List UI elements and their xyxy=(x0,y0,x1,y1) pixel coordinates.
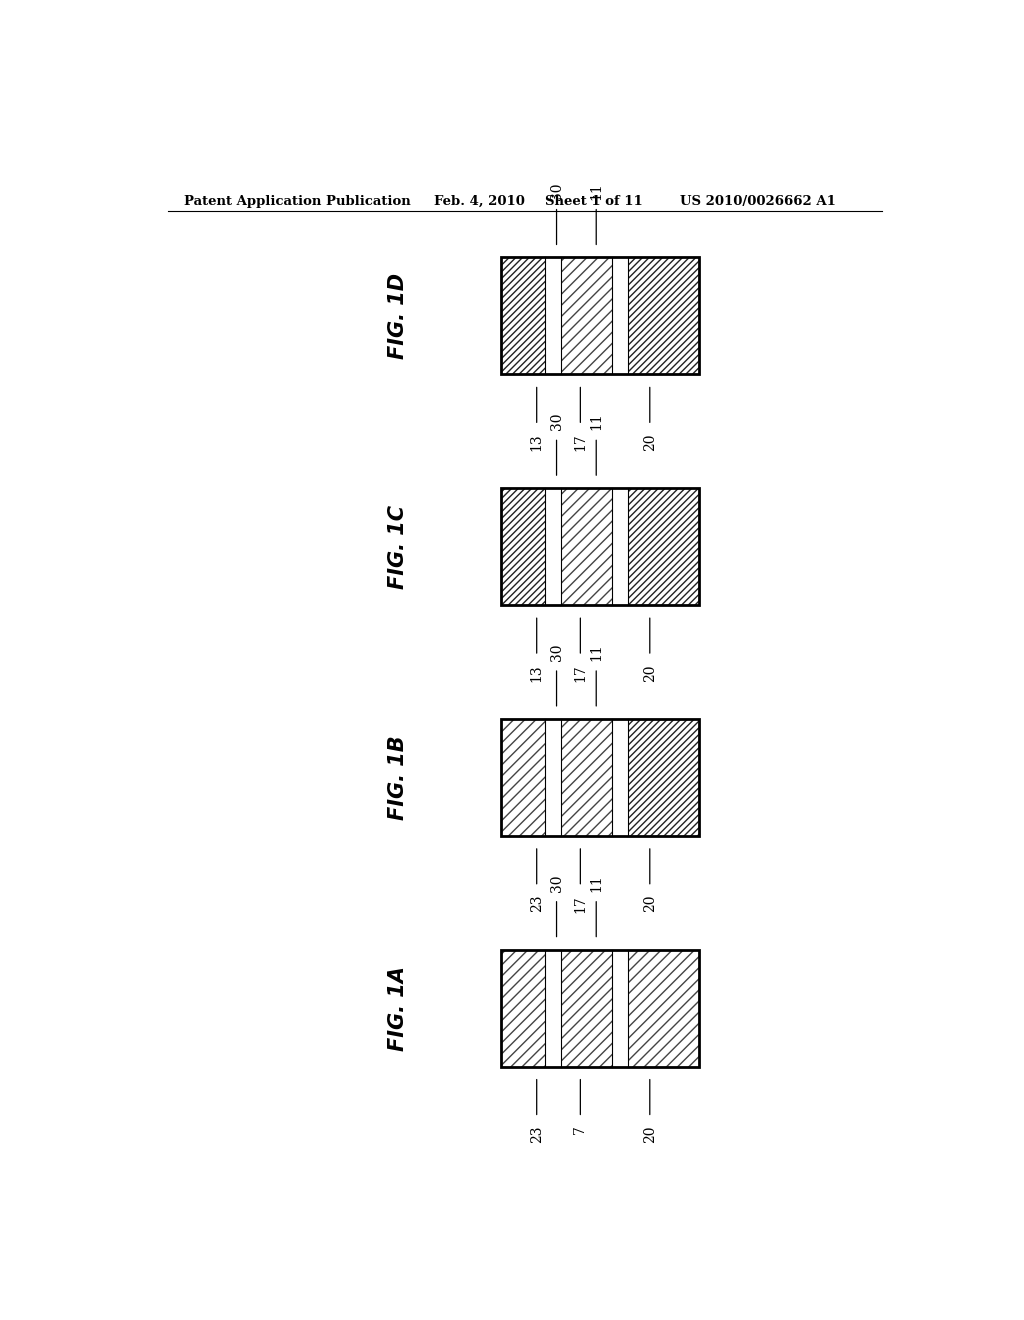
Bar xyxy=(560,949,612,1067)
Bar xyxy=(560,488,612,605)
Bar xyxy=(501,949,699,1067)
Bar xyxy=(612,719,628,836)
Bar xyxy=(628,719,699,836)
Text: 13: 13 xyxy=(529,664,544,681)
Bar xyxy=(560,719,612,836)
Bar xyxy=(501,257,699,375)
Text: 20: 20 xyxy=(643,433,656,451)
Bar xyxy=(501,257,545,375)
Text: US 2010/0026662 A1: US 2010/0026662 A1 xyxy=(680,194,836,207)
Bar xyxy=(612,949,628,1067)
Text: 17: 17 xyxy=(573,664,588,682)
Bar xyxy=(628,488,699,605)
Bar xyxy=(501,488,545,605)
Text: 30: 30 xyxy=(550,644,563,661)
Text: 20: 20 xyxy=(643,1126,656,1143)
Bar xyxy=(501,719,545,836)
Text: 17: 17 xyxy=(573,895,588,912)
Bar xyxy=(545,949,560,1067)
Text: 30: 30 xyxy=(550,413,563,430)
Bar xyxy=(501,949,545,1067)
Text: FIG. 1B: FIG. 1B xyxy=(388,735,408,820)
Text: 7: 7 xyxy=(573,1126,588,1134)
Bar xyxy=(560,719,612,836)
Bar xyxy=(628,949,699,1067)
Text: 11: 11 xyxy=(589,643,603,661)
Text: 30: 30 xyxy=(550,874,563,892)
Text: 23: 23 xyxy=(529,1126,544,1143)
Bar xyxy=(560,257,612,375)
Bar xyxy=(612,488,628,605)
Bar xyxy=(628,719,699,836)
Text: FIG. 1D: FIG. 1D xyxy=(388,273,408,359)
Text: 20: 20 xyxy=(643,664,656,681)
Bar xyxy=(628,257,699,375)
Bar xyxy=(628,949,699,1067)
Text: FIG. 1A: FIG. 1A xyxy=(388,966,408,1051)
Bar xyxy=(501,949,545,1067)
Text: 17: 17 xyxy=(573,433,588,451)
Text: FIG. 1C: FIG. 1C xyxy=(388,504,408,589)
Text: 13: 13 xyxy=(529,433,544,451)
Bar xyxy=(545,719,560,836)
Text: 30: 30 xyxy=(550,182,563,199)
Bar xyxy=(612,257,628,375)
Text: 11: 11 xyxy=(589,874,603,892)
Bar xyxy=(545,488,560,605)
Bar xyxy=(560,257,612,375)
Bar xyxy=(545,257,560,375)
Bar xyxy=(501,488,545,605)
Bar xyxy=(560,488,612,605)
Bar xyxy=(560,949,612,1067)
Text: Patent Application Publication: Patent Application Publication xyxy=(183,194,411,207)
Text: 11: 11 xyxy=(589,413,603,430)
Text: 23: 23 xyxy=(529,895,544,912)
Bar xyxy=(501,719,699,836)
Bar xyxy=(501,257,545,375)
Bar xyxy=(628,257,699,375)
Text: Sheet 1 of 11: Sheet 1 of 11 xyxy=(545,194,642,207)
Bar xyxy=(628,488,699,605)
Bar xyxy=(501,719,545,836)
Text: 20: 20 xyxy=(643,895,656,912)
Bar xyxy=(501,488,699,605)
Text: Feb. 4, 2010: Feb. 4, 2010 xyxy=(433,194,524,207)
Text: 11: 11 xyxy=(589,182,603,199)
